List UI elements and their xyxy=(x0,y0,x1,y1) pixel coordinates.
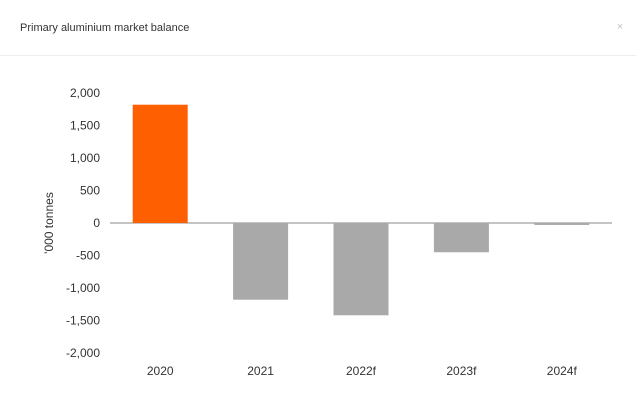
y-tick-label: -500 xyxy=(76,249,100,263)
y-tick-label: -1,000 xyxy=(66,281,100,295)
y-tick-label: 1,000 xyxy=(70,151,100,165)
bar-2023f xyxy=(433,223,489,253)
y-tick-label: -1,500 xyxy=(66,314,100,328)
x-tick-label: 2022f xyxy=(346,364,377,378)
panel-title: Primary aluminium market balance xyxy=(20,22,190,34)
bar-2024f xyxy=(534,223,590,225)
x-axis-labels: 2020 2021 2022f 2023f 2024f xyxy=(147,364,578,378)
close-icon[interactable]: × xyxy=(616,21,624,33)
x-tick-label: 2020 xyxy=(147,364,174,378)
bar-2020 xyxy=(132,104,188,223)
x-tick-label: 2024f xyxy=(547,364,578,378)
y-tick-label: -2,000 xyxy=(66,346,100,360)
bar-2022f xyxy=(333,223,389,316)
y-axis-label: '000 tonnes xyxy=(42,192,56,254)
bar-2021 xyxy=(233,223,289,300)
x-tick-label: 2021 xyxy=(247,364,274,378)
panel-header: Primary aluminium market balance × xyxy=(0,0,636,56)
y-tick-label: 0 xyxy=(93,216,100,230)
x-tick-label: 2023f xyxy=(446,364,477,378)
y-tick-label: 2,000 xyxy=(70,86,100,100)
y-axis-ticks: 2,000 1,500 1,000 500 0 -500 -1,000 -1,500 -2,00… xyxy=(66,86,100,360)
y-tick-label: 1,500 xyxy=(70,119,100,133)
bars-group xyxy=(132,104,590,316)
y-tick-label: 500 xyxy=(80,184,100,198)
